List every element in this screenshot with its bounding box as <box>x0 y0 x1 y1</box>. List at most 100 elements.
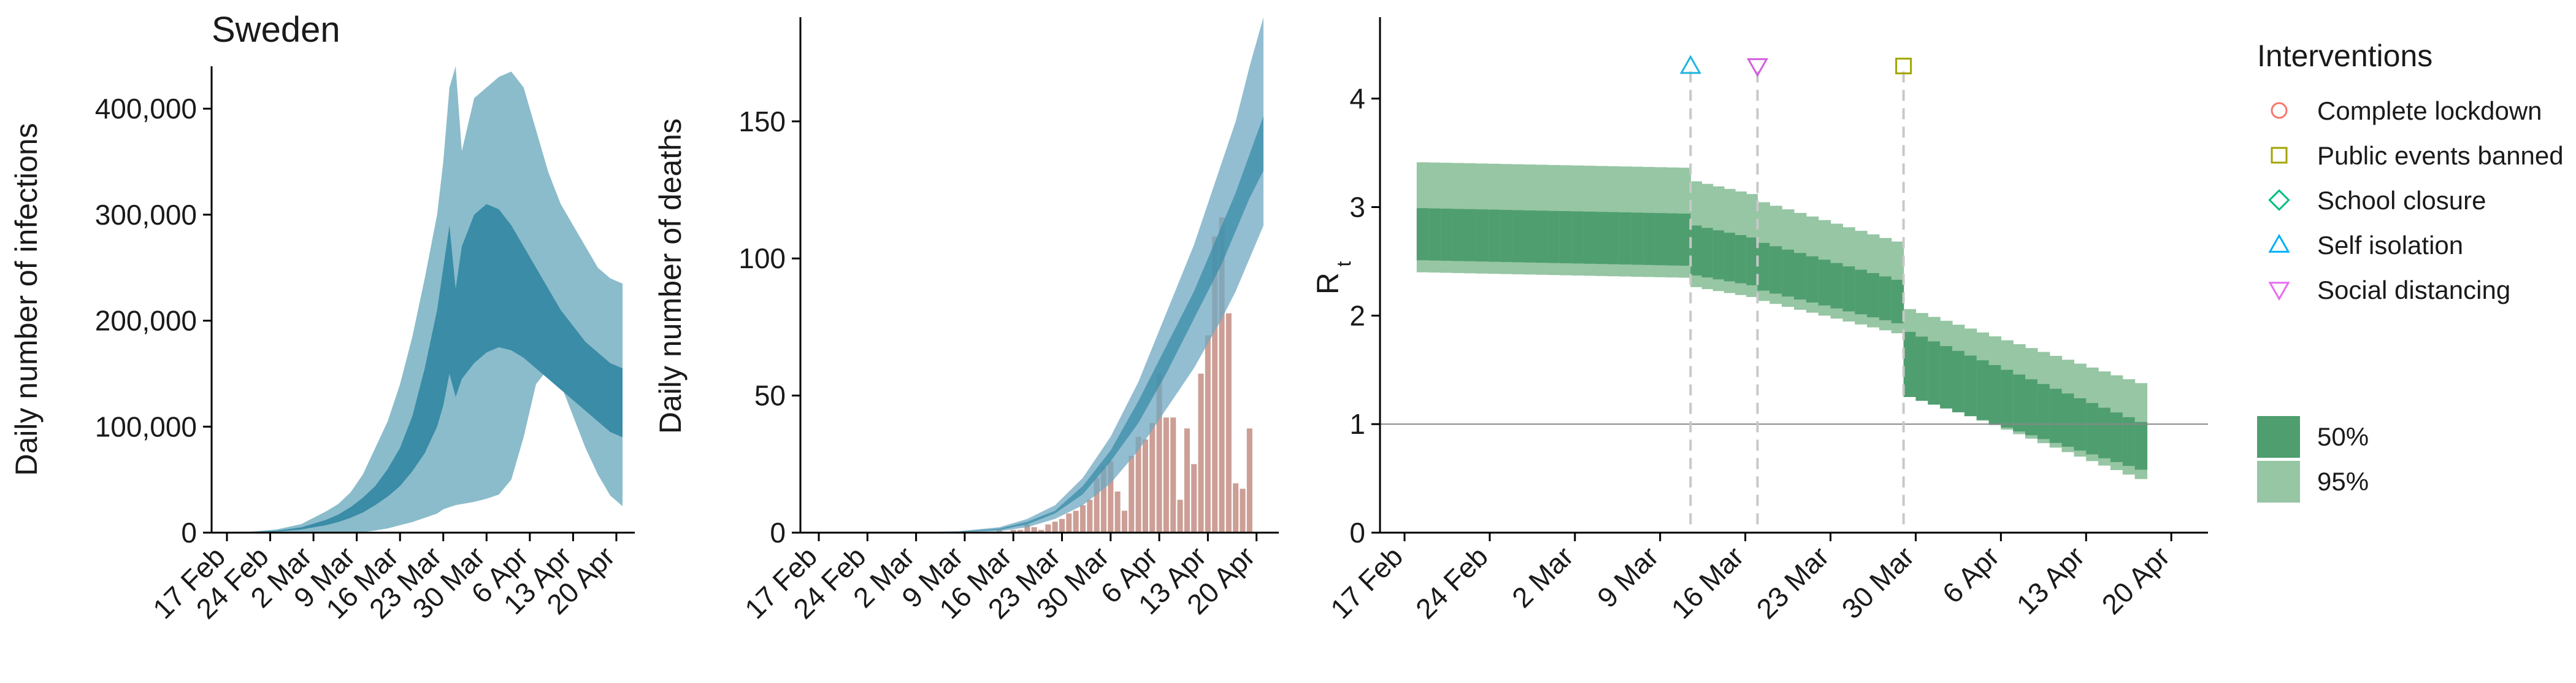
rt-band-50pct <box>1428 208 1441 261</box>
rt-panel: 0 1 2 3 4 17 Feb 24 Feb 2 Mar 9 Mar 16 Mar 23 Mar 3… <box>1311 17 2208 625</box>
death-bar <box>1129 455 1135 533</box>
legend-title: Interventions <box>2257 39 2432 73</box>
rt-band-50pct <box>1512 210 1525 263</box>
rt-band-50pct <box>1855 269 1868 315</box>
rt-band-50pct <box>1655 213 1668 266</box>
rt-band-50pct <box>1867 273 1880 318</box>
y-tick-label: 0 <box>181 517 197 549</box>
rt-band-50pct <box>1524 210 1536 263</box>
rt-band-50pct <box>2049 388 2063 443</box>
rt-band-50pct <box>1712 230 1725 280</box>
legend-item-label: School closure <box>2317 186 2486 215</box>
y-tick-label: 1 <box>1349 408 1365 440</box>
rt-band-50pct <box>1678 214 1691 266</box>
death-bar <box>1191 464 1197 533</box>
rt-band-50pct <box>1976 360 1990 420</box>
legend-band-label: 50% <box>2317 422 2369 451</box>
infections-band-95pct <box>227 66 623 533</box>
legend-item-label: Public events banned <box>2317 141 2564 170</box>
rt-band-50pct <box>1988 365 2001 424</box>
y-tick-label: 50 <box>754 380 786 412</box>
rt-band-50pct <box>1476 209 1489 262</box>
rt-band-50pct <box>1952 350 1965 412</box>
rt-band-50pct <box>1794 253 1807 300</box>
rt-band-50pct <box>1690 225 1703 276</box>
rt-band-50pct <box>1757 242 1770 291</box>
rt-band-50pct <box>1746 237 1758 285</box>
legend-marker-circle <box>2271 102 2288 119</box>
rt-band-50pct <box>1595 212 1608 264</box>
legend-swatch-50pct <box>2257 416 2300 458</box>
legend: Interventions Complete lockdown Public eve… <box>2257 39 2564 503</box>
rt-band-50pct <box>1830 263 1843 309</box>
x-tick-label: 20 Apr <box>2095 540 2175 620</box>
rt-band-50pct <box>1782 249 1795 297</box>
death-bar <box>1149 423 1156 533</box>
rt-band-50pct <box>1631 212 1644 265</box>
chart-title: Sweden <box>212 10 340 50</box>
legend-item-label: Self isolation <box>2317 231 2463 260</box>
intervention-marker <box>1895 58 1912 75</box>
death-bar <box>1024 524 1030 533</box>
intervention-marker <box>1746 58 1769 77</box>
rt-band-50pct <box>1891 279 1904 323</box>
rt-band-50pct <box>1903 331 1917 397</box>
x-tick-label: 30 Mar <box>1836 540 1920 625</box>
death-bar <box>1225 313 1232 533</box>
y-tick-label: 100,000 <box>95 411 197 442</box>
rt-band-50pct <box>1964 355 1977 417</box>
legend-marker-triangle-up <box>2268 233 2290 253</box>
death-bar <box>1156 373 1162 533</box>
rt-band-50pct <box>1842 266 1855 312</box>
rt-band-50pct <box>1735 235 1747 284</box>
death-bar <box>1177 500 1183 533</box>
rt-band-50pct <box>2037 384 2050 439</box>
y-tick-label: 100 <box>738 242 786 274</box>
death-bar <box>1066 513 1072 533</box>
death-bar <box>1170 417 1176 533</box>
rt-band-50pct <box>2134 422 2148 470</box>
death-bar <box>1114 491 1121 533</box>
death-bar <box>1052 522 1058 533</box>
x-tick-label: 9 Mar <box>1591 540 1665 614</box>
y-tick-label: 0 <box>770 517 786 549</box>
rt-band-50pct <box>1879 276 1892 320</box>
x-tick-label: 6 Apr <box>1936 540 2006 609</box>
rt-band-50pct <box>1818 260 1831 306</box>
y-tick-label: 0 <box>1349 517 1365 549</box>
legend-marker-square <box>2271 147 2288 164</box>
rt-band-50pct <box>1547 210 1560 263</box>
x-tick-label: 23 Mar <box>1750 540 1835 625</box>
death-bar <box>1219 217 1225 533</box>
death-bar <box>997 530 1003 533</box>
death-bar <box>1100 466 1106 533</box>
death-bar <box>1087 500 1093 533</box>
rt-band-50pct <box>1571 211 1584 264</box>
death-bar <box>1135 436 1141 533</box>
death-bar <box>1246 428 1252 533</box>
death-bar <box>1198 373 1204 533</box>
death-bar <box>1073 511 1079 533</box>
rt-band-50pct <box>1806 256 1819 303</box>
death-bar <box>1045 524 1051 533</box>
y-axis-title: R <box>1311 272 1345 295</box>
rt-band-50pct <box>1452 209 1465 261</box>
y-tick-label: 300,000 <box>95 199 197 231</box>
y-tick-label: 150 <box>738 106 786 137</box>
death-bar <box>1142 439 1148 533</box>
legend-item-label: Complete lockdown <box>2317 96 2542 125</box>
legend-swatch-95pct <box>2257 461 2300 503</box>
death-bar <box>1010 530 1016 533</box>
rt-band-50pct <box>1416 208 1429 261</box>
rt-band-50pct <box>2098 407 2111 458</box>
rt-band-50pct <box>1500 210 1512 262</box>
rt-band-50pct <box>2025 379 2038 436</box>
death-bar <box>1121 511 1127 533</box>
y-axis-title-subscript: t <box>1333 261 1355 266</box>
y-tick-label: 400,000 <box>95 93 197 125</box>
y-tick-label: 4 <box>1349 83 1365 115</box>
death-bar <box>1094 477 1100 533</box>
legend-band-label: 95% <box>2317 467 2369 496</box>
